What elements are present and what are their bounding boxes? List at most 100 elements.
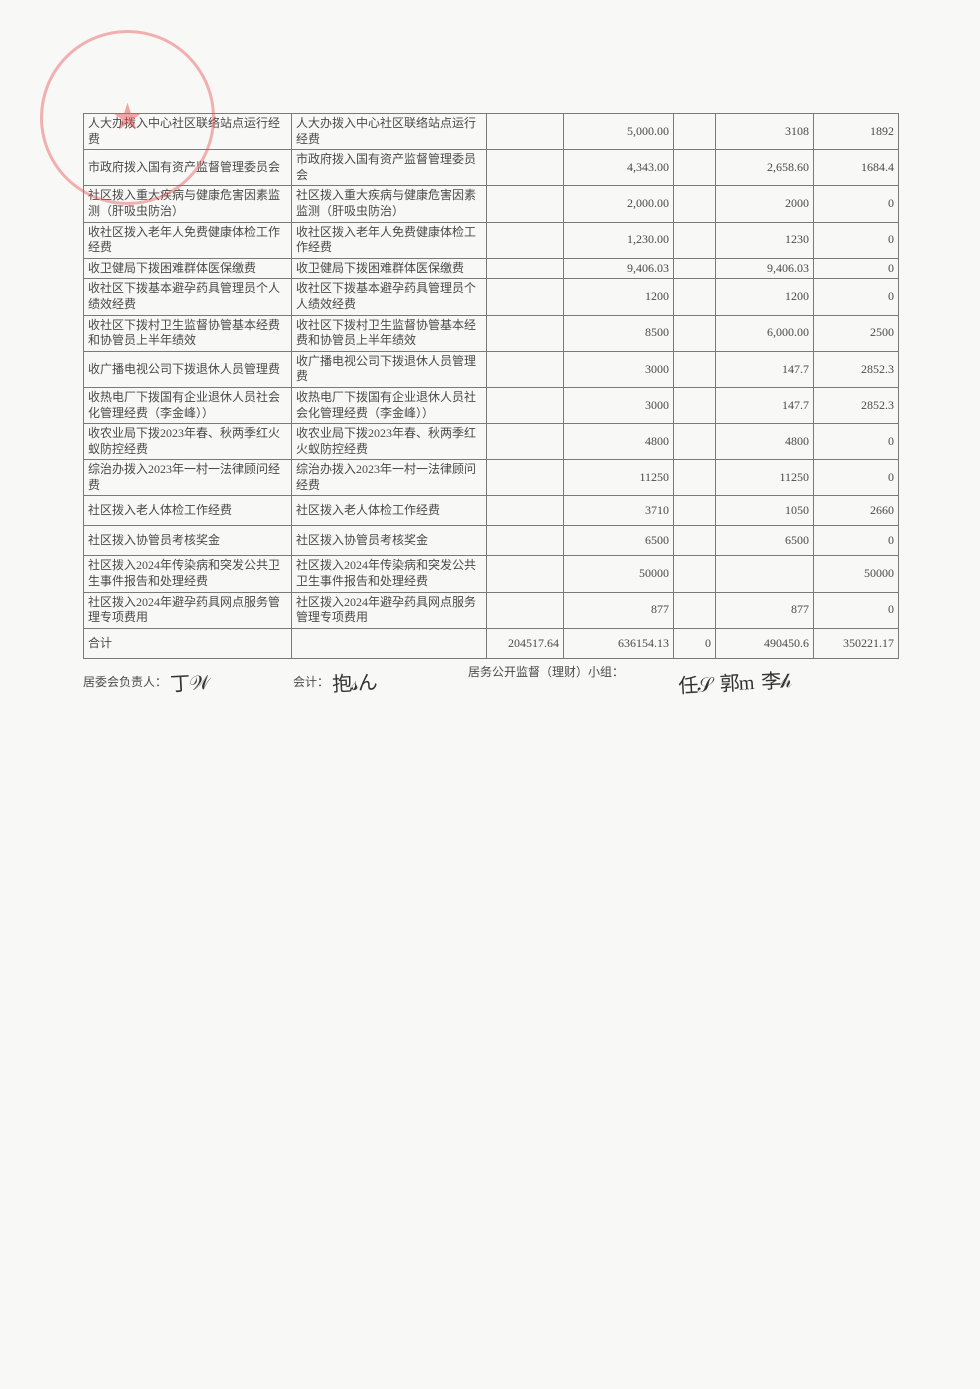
cell-e [674, 526, 716, 556]
cell-b: 收农业局下拨2023年春、秋两季红火蚁防控经费 [292, 424, 487, 460]
table-row: 收社区下拨基本避孕药具管理员个人绩效经费收社区下拨基本避孕药具管理员个人绩效经费… [84, 279, 899, 315]
cell-b: 社区拨入2024年避孕药具网点服务管理专项费用 [292, 592, 487, 628]
table-row: 社区拨入协管员考核奖金社区拨入协管员考核奖金650065000 [84, 526, 899, 556]
cell-c [487, 258, 564, 279]
cell-c [487, 460, 564, 496]
cell-d: 11250 [564, 460, 674, 496]
cell-b: 收广播电视公司下拨退休人员管理费 [292, 351, 487, 387]
cell-g: 2500 [814, 315, 899, 351]
cell-c [487, 526, 564, 556]
cell-f: 11250 [716, 460, 814, 496]
cell-a: 合计 [84, 628, 292, 658]
cell-d: 6500 [564, 526, 674, 556]
cell-a: 收广播电视公司下拨退休人员管理费 [84, 351, 292, 387]
cell-g: 0 [814, 279, 899, 315]
cell-g: 2852.3 [814, 351, 899, 387]
cell-b: 收卫健局下拨困难群体医保缴费 [292, 258, 487, 279]
cell-d: 5,000.00 [564, 114, 674, 150]
cell-a: 收农业局下拨2023年春、秋两季红火蚁防控经费 [84, 424, 292, 460]
cell-d: 3710 [564, 496, 674, 526]
cell-g: 2660 [814, 496, 899, 526]
cell-c [487, 556, 564, 592]
cell-a: 社区拨入2024年传染病和突发公共卫生事件报告和处理经费 [84, 556, 292, 592]
cell-e: 0 [674, 628, 716, 658]
table-row: 收农业局下拨2023年春、秋两季红火蚁防控经费收农业局下拨2023年春、秋两季红… [84, 424, 899, 460]
cell-e [674, 387, 716, 423]
cell-f: 1200 [716, 279, 814, 315]
cell-c [487, 424, 564, 460]
cell-b: 社区拨入老人体检工作经费 [292, 496, 487, 526]
cell-c [487, 150, 564, 186]
signature-supervisors: 任𝒮 郭m 李𝒽 [678, 664, 792, 699]
cell-g: 0 [814, 424, 899, 460]
cell-g: 1684.4 [814, 150, 899, 186]
cell-e [674, 186, 716, 222]
cell-a: 收社区下拨基本避孕药具管理员个人绩效经费 [84, 279, 292, 315]
cell-d: 2,000.00 [564, 186, 674, 222]
cell-b: 收社区下拨基本避孕药具管理员个人绩效经费 [292, 279, 487, 315]
cell-d: 3000 [564, 387, 674, 423]
signature-responsible: 丁𝒲 [169, 666, 209, 697]
cell-e [674, 351, 716, 387]
cell-g: 2852.3 [814, 387, 899, 423]
cell-a: 收社区拨入老年人免费健康体检工作经费 [84, 222, 292, 258]
cell-c [487, 351, 564, 387]
cell-b: 社区拨入2024年传染病和突发公共卫生事件报告和处理经费 [292, 556, 487, 592]
table-row: 社区拨入2024年传染病和突发公共卫生事件报告和处理经费社区拨入2024年传染病… [84, 556, 899, 592]
cell-f: 147.7 [716, 351, 814, 387]
cell-f: 2,658.60 [716, 150, 814, 186]
cell-f: 9,406.03 [716, 258, 814, 279]
role-label-responsible: 居委会负责人： [83, 675, 167, 689]
cell-a: 收卫健局下拨困难群体医保缴费 [84, 258, 292, 279]
cell-f: 1050 [716, 496, 814, 526]
table-row: 收社区下拨村卫生监督协管基本经费和协管员上半年绩效收社区下拨村卫生监督协管基本经… [84, 315, 899, 351]
table-row: 综治办拨入2023年一村一法律顾问经费综治办拨入2023年一村一法律顾问经费11… [84, 460, 899, 496]
cell-g: 0 [814, 592, 899, 628]
table-row: 社区拨入2024年避孕药具网点服务管理专项费用社区拨入2024年避孕药具网点服务… [84, 592, 899, 628]
cell-c [487, 496, 564, 526]
cell-e [674, 460, 716, 496]
cell-f: 4800 [716, 424, 814, 460]
signature-row: 居委会负责人： 丁𝒲 会计： 抱𝓈ん 居务公开监督（理财）小组： 任𝒮 郭m 李… [83, 663, 898, 692]
cell-c [487, 592, 564, 628]
cell-c [487, 114, 564, 150]
stamp-text [43, 33, 212, 202]
table-row: 收社区拨入老年人免费健康体检工作经费收社区拨入老年人免费健康体检工作经费 1,23… [84, 222, 899, 258]
cell-d: 4,343.00 [564, 150, 674, 186]
cell-c [487, 186, 564, 222]
cell-d: 1200 [564, 279, 674, 315]
cell-e [674, 258, 716, 279]
cell-d: 8500 [564, 315, 674, 351]
cell-c [487, 222, 564, 258]
cell-b [292, 628, 487, 658]
cell-e [674, 150, 716, 186]
cell-f: 147.7 [716, 387, 814, 423]
table-row: 社区拨入老人体检工作经费社区拨入老人体检工作经费371010502660 [84, 496, 899, 526]
cell-e [674, 315, 716, 351]
cell-a: 社区拨入协管员考核奖金 [84, 526, 292, 556]
cell-b: 人大办拨入中心社区联络站点运行经费 [292, 114, 487, 150]
official-stamp [40, 30, 215, 205]
cell-b: 收社区拨入老年人免费健康体检工作经费 [292, 222, 487, 258]
cell-f: 1230 [716, 222, 814, 258]
cell-b: 社区拨入协管员考核奖金 [292, 526, 487, 556]
cell-d: 1,230.00 [564, 222, 674, 258]
cell-e [674, 592, 716, 628]
cell-a: 社区拨入2024年避孕药具网点服务管理专项费用 [84, 592, 292, 628]
cell-b: 收热电厂下拨国有企业退休人员社会化管理经费（李金峰）） [292, 387, 487, 423]
table-row: 收广播电视公司下拨退休人员管理费收广播电视公司下拨退休人员管理费 3000 147.… [84, 351, 899, 387]
cell-b: 市政府拨入国有资产监督管理委员会 [292, 150, 487, 186]
cell-d: 877 [564, 592, 674, 628]
cell-f: 2000 [716, 186, 814, 222]
cell-e [674, 279, 716, 315]
cell-d: 3000 [564, 351, 674, 387]
cell-e [674, 556, 716, 592]
cell-a: 综治办拨入2023年一村一法律顾问经费 [84, 460, 292, 496]
role-label-accountant: 会计： [293, 675, 329, 689]
cell-e [674, 496, 716, 526]
cell-c: 204517.64 [487, 628, 564, 658]
table-row: 收卫健局下拨困难群体医保缴费收卫健局下拨困难群体医保缴费9,406.039,40… [84, 258, 899, 279]
cell-g: 0 [814, 460, 899, 496]
cell-g: 0 [814, 222, 899, 258]
cell-c [487, 279, 564, 315]
